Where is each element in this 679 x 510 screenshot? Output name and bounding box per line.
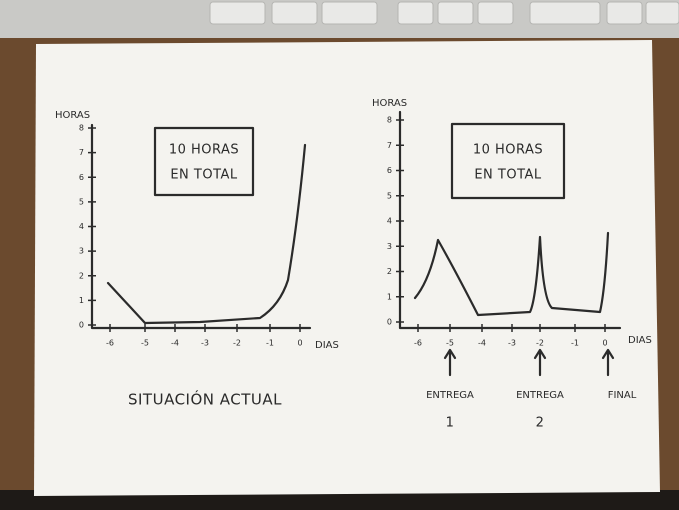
x-tick-label: -4 xyxy=(478,339,486,348)
marker-label: 1 xyxy=(446,416,455,431)
y-tick-label: 0 xyxy=(79,321,84,330)
note-line: 10 HORAS xyxy=(473,143,543,158)
y-tick-label: 4 xyxy=(387,217,392,226)
y-tick-label: 2 xyxy=(387,267,392,276)
marker-label: 2 xyxy=(536,416,545,431)
y-tick-label: 3 xyxy=(387,242,392,251)
x-label: DIAS xyxy=(315,340,339,351)
y-tick-label: 8 xyxy=(79,124,84,133)
x-label: DIAS xyxy=(628,335,652,346)
note-line: EN TOTAL xyxy=(474,168,542,183)
y-tick-label: 4 xyxy=(79,222,84,231)
photo: HORAS DIAS 10 HORAS EN TOTAL SITUACIÓN A… xyxy=(0,0,679,510)
y-label: HORAS xyxy=(372,98,407,109)
x-tick-label: -4 xyxy=(171,339,179,348)
x-tick-label: -2 xyxy=(536,339,544,348)
marker-label: FINAL xyxy=(608,390,637,401)
marker-label: ENTREGA xyxy=(516,390,564,401)
y-tick-label: 1 xyxy=(387,292,392,301)
x-tick-label: -1 xyxy=(266,339,274,348)
note-line: 10 HORAS xyxy=(169,143,239,158)
y-tick-label: 6 xyxy=(79,173,84,182)
y-tick-label: 5 xyxy=(79,197,84,206)
marker-label: ENTREGA xyxy=(426,390,474,401)
y-label: HORAS xyxy=(55,110,90,121)
x-tick-label: -3 xyxy=(508,339,516,348)
y-tick-label: 5 xyxy=(387,191,392,200)
note-line: EN TOTAL xyxy=(170,168,238,183)
y-tick-label: 6 xyxy=(387,166,392,175)
x-tick-label: -5 xyxy=(141,339,149,348)
page: {"left_sketch": {"y_label": "HORAS", "x_… xyxy=(0,0,679,510)
y-tick-label: 8 xyxy=(387,116,392,125)
y-tick-label: 3 xyxy=(79,247,84,256)
paper xyxy=(34,40,660,496)
keys xyxy=(210,2,679,24)
y-tick-label: 0 xyxy=(387,318,392,327)
x-tick-label: -5 xyxy=(446,339,454,348)
x-tick-label: 0 xyxy=(602,339,607,348)
x-tick-label: -1 xyxy=(571,339,579,348)
x-tick-label: -6 xyxy=(106,339,114,348)
x-tick-label: -6 xyxy=(414,339,422,348)
y-tick-label: 7 xyxy=(387,141,392,150)
x-tick-label: 0 xyxy=(297,339,302,348)
caption: SITUACIÓN ACTUAL xyxy=(128,390,282,409)
y-tick-label: 2 xyxy=(79,271,84,280)
y-tick-label: 7 xyxy=(79,148,84,157)
y-tick-label: 1 xyxy=(79,296,84,305)
x-tick-label: -3 xyxy=(201,339,209,348)
x-tick-label: -2 xyxy=(233,339,241,348)
